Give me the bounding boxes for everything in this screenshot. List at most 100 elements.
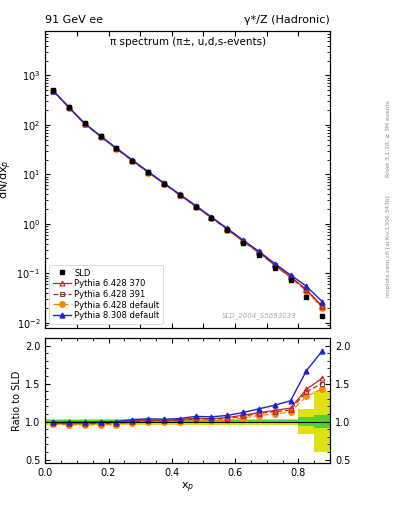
Pythia 6.428 default: [130, 158, 135, 164]
Pythia 6.428 370: [177, 191, 182, 198]
Pythia 6.428 370: [146, 169, 151, 175]
SLD: [66, 104, 71, 110]
Pythia 6.428 default: [66, 105, 71, 111]
Pythia 6.428 default: [304, 288, 309, 294]
Pythia 6.428 370: [98, 133, 103, 139]
SLD: [51, 87, 55, 93]
SLD: [209, 215, 214, 221]
SLD: [272, 265, 277, 271]
Text: 91 GeV ee: 91 GeV ee: [45, 15, 103, 25]
Pythia 8.308 default: [193, 202, 198, 208]
Pythia 8.308 default: [162, 180, 166, 186]
Text: SLD_2004_S5693039: SLD_2004_S5693039: [222, 312, 297, 319]
SLD: [146, 169, 151, 176]
Pythia 6.428 default: [225, 227, 230, 233]
Pythia 6.428 391: [130, 158, 135, 164]
SLD: [83, 120, 87, 126]
Pythia 8.308 default: [304, 283, 309, 289]
Pythia 6.428 391: [272, 262, 277, 268]
Pythia 6.428 370: [162, 180, 166, 186]
Pythia 6.428 391: [83, 121, 87, 127]
Pythia 6.428 391: [304, 287, 309, 293]
Pythia 6.428 default: [51, 88, 55, 94]
Pythia 6.428 370: [83, 121, 87, 127]
Pythia 6.428 370: [66, 104, 71, 111]
X-axis label: x$_p$: x$_p$: [181, 481, 194, 496]
Pythia 6.428 391: [98, 133, 103, 139]
Pythia 6.428 391: [225, 226, 230, 232]
Pythia 8.308 default: [177, 191, 182, 198]
Pythia 8.308 default: [130, 157, 135, 163]
Pythia 6.428 370: [130, 157, 135, 163]
Pythia 8.308 default: [209, 214, 214, 220]
Text: Rivet 3.1.10, ≥ 3M events: Rivet 3.1.10, ≥ 3M events: [386, 100, 391, 177]
Pythia 8.308 default: [257, 248, 261, 254]
Pythia 6.428 default: [98, 134, 103, 140]
Pythia 8.308 default: [66, 104, 71, 110]
SLD: [114, 145, 119, 151]
Pythia 6.428 370: [272, 262, 277, 268]
Pythia 6.428 370: [320, 303, 325, 309]
Y-axis label: Ratio to SLD: Ratio to SLD: [12, 371, 22, 431]
Pythia 8.308 default: [288, 272, 293, 278]
Line: Pythia 6.428 370: Pythia 6.428 370: [51, 88, 325, 308]
SLD: [225, 227, 230, 233]
Pythia 6.428 370: [241, 238, 245, 244]
Pythia 6.428 391: [146, 169, 151, 175]
Line: Pythia 8.308 default: Pythia 8.308 default: [51, 88, 325, 304]
Legend: SLD, Pythia 6.428 370, Pythia 6.428 391, Pythia 6.428 default, Pythia 8.308 defa: SLD, Pythia 6.428 370, Pythia 6.428 391,…: [50, 265, 163, 324]
SLD: [130, 158, 135, 164]
SLD: [320, 313, 325, 319]
Pythia 8.308 default: [272, 261, 277, 267]
Pythia 6.428 391: [162, 180, 166, 186]
Pythia 6.428 default: [272, 263, 277, 269]
Pythia 8.308 default: [83, 120, 87, 126]
Pythia 8.308 default: [320, 298, 325, 305]
Pythia 6.428 370: [225, 226, 230, 232]
Pythia 8.308 default: [146, 168, 151, 175]
Pythia 6.428 default: [114, 146, 119, 152]
Line: SLD: SLD: [51, 88, 325, 318]
Line: Pythia 6.428 default: Pythia 6.428 default: [50, 89, 325, 311]
Pythia 6.428 370: [304, 287, 309, 293]
Pythia 6.428 391: [241, 238, 245, 244]
Pythia 6.428 default: [257, 250, 261, 256]
Pythia 6.428 default: [320, 305, 325, 311]
Pythia 6.428 default: [177, 192, 182, 198]
SLD: [162, 181, 166, 187]
Pythia 6.428 default: [162, 181, 166, 187]
Pythia 6.428 391: [209, 215, 214, 221]
SLD: [257, 251, 261, 258]
SLD: [193, 204, 198, 210]
Pythia 6.428 391: [66, 104, 71, 111]
Text: mcplots.cern.ch [arXiv:1306.3436]: mcplots.cern.ch [arXiv:1306.3436]: [386, 195, 391, 296]
Pythia 6.428 391: [114, 146, 119, 152]
Pythia 6.428 370: [114, 145, 119, 152]
Pythia 6.428 default: [288, 274, 293, 281]
Text: π spectrum (π±, u,d,s-events): π spectrum (π±, u,d,s-events): [110, 37, 266, 47]
Y-axis label: dN/dx$_p$: dN/dx$_p$: [0, 159, 14, 199]
Pythia 8.308 default: [51, 88, 55, 94]
SLD: [241, 240, 245, 246]
Pythia 8.308 default: [98, 133, 103, 139]
Text: γ*/Z (Hadronic): γ*/Z (Hadronic): [244, 15, 330, 25]
Pythia 6.428 default: [241, 239, 245, 245]
Pythia 8.308 default: [225, 225, 230, 231]
Pythia 6.428 370: [193, 203, 198, 209]
Pythia 6.428 default: [193, 204, 198, 210]
Pythia 6.428 370: [288, 273, 293, 280]
Pythia 6.428 391: [193, 203, 198, 209]
Pythia 6.428 370: [209, 215, 214, 221]
Pythia 6.428 391: [320, 304, 325, 310]
Pythia 6.428 370: [51, 88, 55, 94]
Pythia 6.428 default: [83, 121, 87, 127]
SLD: [304, 294, 309, 301]
Pythia 6.428 370: [257, 249, 261, 255]
Pythia 8.308 default: [114, 145, 119, 151]
Pythia 6.428 default: [146, 169, 151, 176]
SLD: [177, 192, 182, 198]
Pythia 8.308 default: [241, 237, 245, 243]
SLD: [288, 277, 293, 283]
Pythia 6.428 391: [177, 192, 182, 198]
Pythia 6.428 391: [288, 274, 293, 280]
